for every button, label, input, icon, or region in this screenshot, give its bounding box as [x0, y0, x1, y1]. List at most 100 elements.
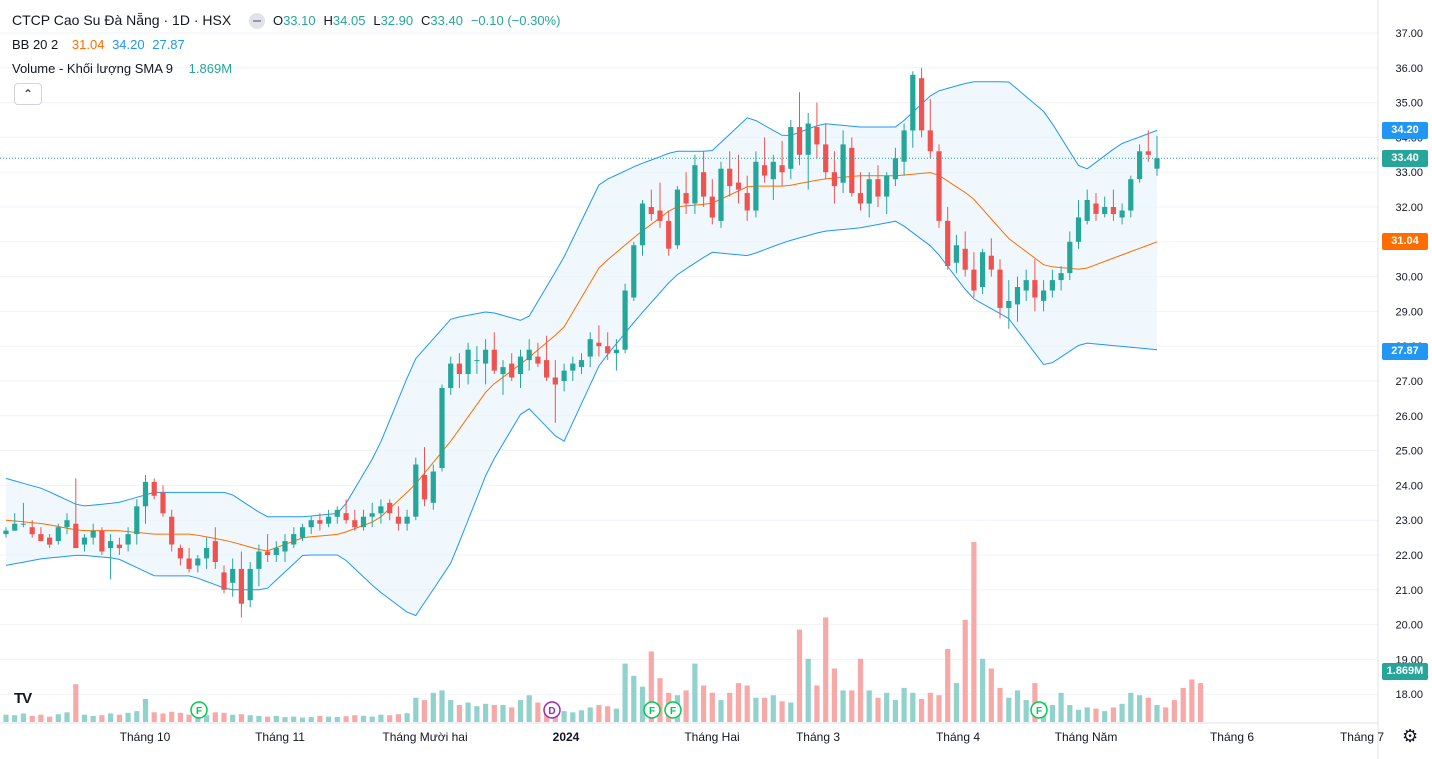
volume-bar — [570, 712, 576, 722]
candle-body — [186, 558, 192, 569]
event-marker-label: D — [548, 706, 555, 717]
candle-body — [230, 568, 236, 583]
candle-body — [64, 520, 70, 528]
candle-body — [613, 349, 619, 354]
candle-body — [491, 349, 497, 371]
volume-bar — [1171, 700, 1177, 722]
volume-legend[interactable]: Volume - Khối lượng SMA 9 1.869M — [12, 61, 236, 76]
candle-body — [334, 509, 340, 517]
volume-bar — [997, 687, 1003, 722]
candle-body — [596, 342, 602, 347]
candle-body — [683, 193, 689, 204]
candle-body — [177, 548, 183, 559]
candle-body — [151, 481, 157, 496]
candle-body — [90, 530, 96, 538]
candle-body — [945, 220, 951, 267]
bb-basis-price-tag: 31.04 — [1382, 233, 1428, 250]
volume-bar — [857, 658, 864, 722]
candle-body — [142, 481, 149, 507]
volume-bar — [648, 651, 654, 722]
volume-bar — [247, 715, 253, 722]
financials-marker — [190, 701, 208, 719]
candle-body — [1041, 290, 1047, 301]
time-axis-label: g 9 — [0, 730, 1, 744]
candle-body — [587, 339, 593, 357]
candle-body — [936, 151, 942, 221]
candle-body — [814, 127, 820, 145]
volume-bar — [29, 715, 35, 722]
volume-bar — [273, 715, 279, 722]
candle-body — [47, 537, 53, 545]
candle-body — [369, 513, 375, 517]
candle-body — [962, 248, 968, 270]
time-axis-label: Tháng 11 — [255, 730, 305, 744]
candle-body — [605, 346, 611, 354]
volume-bar — [308, 717, 314, 722]
price-axis-label: 37.00 — [1395, 28, 1423, 40]
price-axis-label: 27.00 — [1395, 376, 1423, 388]
time-axis-label: Tháng Hai — [684, 730, 739, 744]
volume-bar — [927, 692, 933, 722]
volume-bar — [517, 700, 524, 722]
volume-bar — [953, 683, 959, 722]
volume-bar — [360, 715, 367, 722]
candle-body — [875, 179, 881, 197]
candle-body — [1032, 280, 1038, 298]
volume-bar — [47, 716, 53, 722]
volume-bar — [334, 717, 340, 722]
candle-body — [884, 175, 890, 197]
time-axis-label: Tháng 7 — [1340, 730, 1384, 744]
time-axis-label: Tháng 4 — [936, 730, 980, 744]
time-axis-label: Tháng 6 — [1210, 730, 1254, 744]
ohlc-low-label: L — [373, 13, 381, 28]
gear-icon[interactable]: ⚙ — [1402, 726, 1419, 746]
volume-bar — [840, 690, 846, 722]
volume-bar — [709, 692, 715, 722]
candle-body — [134, 506, 140, 535]
legend-menu-icon[interactable] — [249, 13, 266, 30]
candle-body — [919, 78, 925, 131]
price-axis[interactable]: 37.0036.0035.0034.0033.0032.0031.0030.00… — [1377, 0, 1423, 759]
volume-bar — [439, 690, 445, 722]
volume-bar — [1049, 705, 1055, 722]
tradingview-logo[interactable]: TV — [14, 690, 32, 707]
volume-bar — [701, 685, 707, 722]
price-axis-label: 25.00 — [1395, 446, 1423, 458]
candle-body — [718, 168, 724, 221]
candle-body — [953, 245, 959, 263]
volume-bar — [962, 619, 968, 722]
time-axis[interactable]: g 9 Tháng 10 Tháng 11 Tháng Mười hai 2024 Thá… — [0, 730, 1384, 744]
candle-body — [980, 252, 986, 287]
candle-body — [910, 74, 916, 131]
bollinger-upper-line — [5, 81, 1158, 518]
bb-lower-price-tag: 27.87 — [1382, 343, 1428, 360]
volume-bar — [20, 713, 26, 722]
volume-bar — [639, 686, 646, 722]
volume-bar — [578, 710, 585, 722]
candle-body — [1154, 158, 1160, 169]
candle-body — [805, 123, 811, 155]
volume-bar — [779, 701, 785, 722]
volume-bar — [282, 717, 288, 722]
candle-body — [927, 130, 933, 152]
volume-price-tag: 1.869M — [1382, 663, 1428, 680]
ohlc-close-value: 33.40 — [430, 13, 463, 28]
symbol-title[interactable]: CTCP Cao Su Đà Nẵng · 1D · HSX — [12, 12, 232, 28]
bb-legend[interactable]: BB 20 2 31.04 34.20 27.87 — [12, 37, 189, 52]
candle-body — [1093, 203, 1099, 214]
time-axis-label: Tháng Năm — [1055, 730, 1118, 744]
volume-bar — [108, 713, 114, 722]
volume-bar — [90, 715, 96, 722]
candle-body — [753, 161, 759, 211]
candle-body — [12, 523, 18, 531]
volume-bar — [1102, 711, 1108, 722]
price-axis-label: 24.00 — [1395, 480, 1423, 492]
symbol-legend: CTCP Cao Su Đà Nẵng · 1D · HSX O33.10 H3… — [12, 12, 564, 30]
candle-body — [212, 541, 218, 562]
candle-body — [639, 203, 646, 246]
candle-body — [709, 196, 715, 218]
collapse-legend-button[interactable]: ⌃ — [14, 83, 42, 105]
candle-body — [413, 464, 419, 517]
